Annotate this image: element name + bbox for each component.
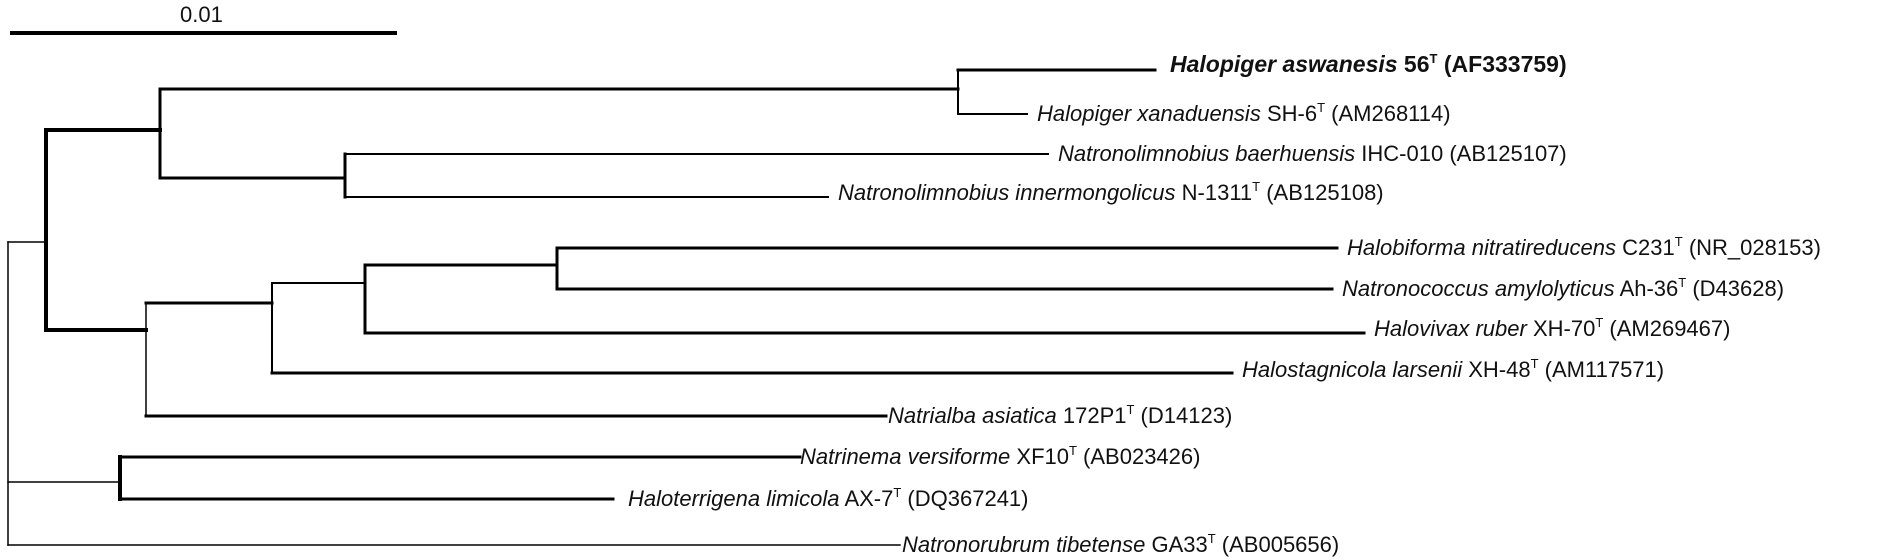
taxon-label: Natrialba asiatica 172P1T (D14123): [888, 403, 1232, 429]
taxon-species: Natrialba asiatica: [888, 403, 1057, 428]
taxon-label: Halopiger xanaduensis SH-6T (AM268114): [1037, 101, 1451, 127]
taxon-strain: IHC-010: [1355, 141, 1444, 166]
type-strain-marker: T: [1429, 51, 1438, 66]
type-strain-marker: T: [1068, 443, 1077, 458]
taxon-strain: N-1311: [1175, 180, 1253, 205]
taxon-accession: (AM117571): [1538, 357, 1665, 382]
taxon-accession: (DQ367241): [901, 486, 1029, 511]
taxon-species: Halopiger aswanesis: [1170, 51, 1398, 77]
type-strain-marker: T: [1207, 531, 1216, 546]
taxon-accession: (AF333759): [1437, 51, 1567, 77]
taxon-strain: 172P1: [1056, 403, 1127, 428]
taxon-strain: C231: [1616, 235, 1675, 260]
taxon-species: Haloterrigena limicola: [628, 486, 840, 511]
taxon-species: Halostagnicola larsenii: [1242, 357, 1463, 382]
taxon-accession: (AM269467): [1603, 316, 1731, 341]
taxon-label: Halostagnicola larsenii XH-48T (AM117571…: [1242, 357, 1664, 383]
type-strain-marker: T: [893, 485, 902, 500]
type-strain-marker: T: [1317, 100, 1326, 115]
taxon-strain: XH-70: [1526, 316, 1596, 341]
taxon-label: Natronolimnobius innermongolicus N-1311T…: [838, 180, 1384, 206]
taxon-species: Halobiforma nitratireducens: [1347, 235, 1617, 260]
scale-bar-label: 0.01: [180, 2, 223, 27]
taxon-label: Natronorubrum tibetense GA33T (AB005656): [902, 532, 1339, 558]
type-strain-marker: T: [1252, 179, 1261, 194]
taxon-label: Natrinema versiforme XF10T (AB023426): [800, 444, 1200, 470]
taxon-species: Halovivax ruber: [1374, 316, 1527, 341]
taxon-species: Natronococcus amylolyticus: [1342, 276, 1615, 301]
taxon-label: Natronococcus amylolyticus Ah-36T (D4362…: [1342, 276, 1784, 302]
taxon-label: Halopiger aswanesis 56T (AF333759): [1170, 51, 1567, 77]
type-strain-marker: T: [1595, 315, 1604, 330]
taxon-strain: AX-7: [839, 486, 894, 511]
taxon-species: Natronorubrum tibetense: [902, 532, 1146, 557]
taxon-species: Natrinema versiforme: [800, 444, 1011, 469]
taxon-strain: GA33: [1145, 532, 1208, 557]
type-strain-marker: T: [1678, 275, 1687, 290]
taxon-accession: (AB125108): [1260, 180, 1384, 205]
taxon-strain: XH-48: [1462, 357, 1531, 382]
taxon-label: Natronolimnobius baerhuensis IHC-010 (AB…: [1058, 141, 1567, 167]
taxon-label: Halobiforma nitratireducens C231T (NR_02…: [1347, 235, 1821, 261]
taxon-label: Haloterrigena limicola AX-7T (DQ367241): [628, 486, 1029, 512]
taxon-accession: (D14123): [1134, 403, 1233, 428]
taxon-accession: (NR_028153): [1682, 235, 1821, 260]
taxon-accession: (AM268114): [1325, 101, 1451, 126]
taxon-species: Natronolimnobius innermongolicus: [838, 180, 1176, 205]
taxon-accession: (AB125107): [1443, 141, 1567, 166]
type-strain-marker: T: [1530, 356, 1539, 371]
taxon-strain: SH-6: [1260, 101, 1318, 126]
taxon-species: Halopiger xanaduensis: [1037, 101, 1261, 126]
taxon-accession: (AB023426): [1076, 444, 1201, 469]
taxon-strain: 56: [1397, 51, 1430, 77]
taxon-species: Natronolimnobius baerhuensis: [1058, 141, 1356, 166]
taxon-label: Halovivax ruber XH-70T (AM269467): [1374, 316, 1730, 342]
taxon-strain: Ah-36: [1614, 276, 1679, 301]
taxon-accession: (D43628): [1686, 276, 1785, 301]
taxon-accession: (AB005656): [1215, 532, 1340, 557]
type-strain-marker: T: [1126, 402, 1135, 417]
type-strain-marker: T: [1674, 234, 1683, 249]
taxon-strain: XF10: [1010, 444, 1069, 469]
